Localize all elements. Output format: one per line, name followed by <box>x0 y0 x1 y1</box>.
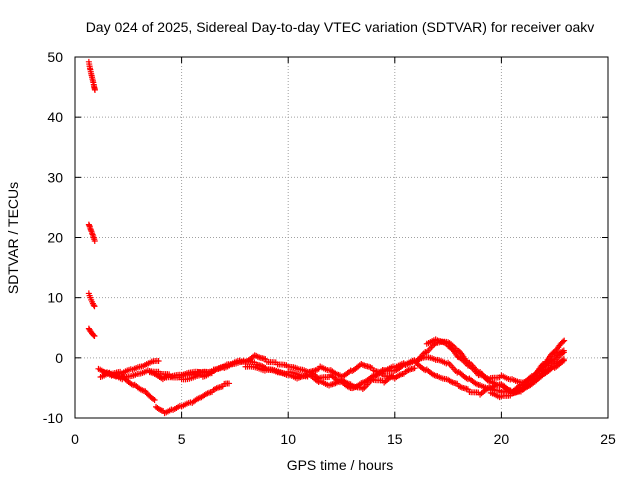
data-point <box>151 397 158 404</box>
series-early-steep-2 <box>85 221 98 245</box>
grid-lines <box>75 57 608 418</box>
y-tick-label: -10 <box>43 410 63 426</box>
axis-ticks: 0 5 10 15 20 25 -10 0 10 20 30 40 50 <box>43 49 616 447</box>
series-track-k <box>423 336 568 386</box>
series-early-steep-1 <box>85 58 98 93</box>
series-early-steep-3 <box>85 290 98 310</box>
data-point <box>559 338 566 345</box>
data-point <box>91 303 98 310</box>
x-tick-label: 0 <box>71 431 79 447</box>
y-tick-label: 10 <box>47 290 63 306</box>
chart-title: Day 024 of 2025, Sidereal Day-to-day VTE… <box>86 19 595 35</box>
data-point <box>560 357 567 364</box>
series-track-l <box>487 357 567 401</box>
y-axis-label: SDTVAR / TECUs <box>5 182 21 294</box>
x-axis-label: GPS time / hours <box>287 457 394 473</box>
y-tick-label: 50 <box>47 49 63 65</box>
y-tick-label: 20 <box>47 230 63 246</box>
y-tick-label: 30 <box>47 169 63 185</box>
x-tick-label: 20 <box>494 431 510 447</box>
data-point <box>226 380 233 387</box>
x-tick-label: 10 <box>280 431 296 447</box>
data-point <box>90 302 97 309</box>
x-tick-label: 5 <box>178 431 186 447</box>
y-tick-label: 40 <box>47 109 63 125</box>
data-series <box>85 58 568 417</box>
series-early-steep-4 <box>85 325 98 340</box>
series-track-g <box>242 363 397 393</box>
data-point <box>561 337 568 344</box>
data-point <box>91 333 98 340</box>
data-point <box>390 372 397 379</box>
data-point <box>90 332 97 339</box>
series-track-c <box>99 368 158 404</box>
x-tick-label: 25 <box>600 431 616 447</box>
x-tick-label: 15 <box>387 431 403 447</box>
data-point <box>411 365 418 372</box>
data-point <box>91 86 98 93</box>
data-point <box>560 347 567 354</box>
series-track-b <box>97 357 162 380</box>
y-tick-label: 0 <box>55 350 63 366</box>
data-point <box>155 358 162 365</box>
series-track-d <box>153 380 233 417</box>
data-point <box>91 238 98 245</box>
